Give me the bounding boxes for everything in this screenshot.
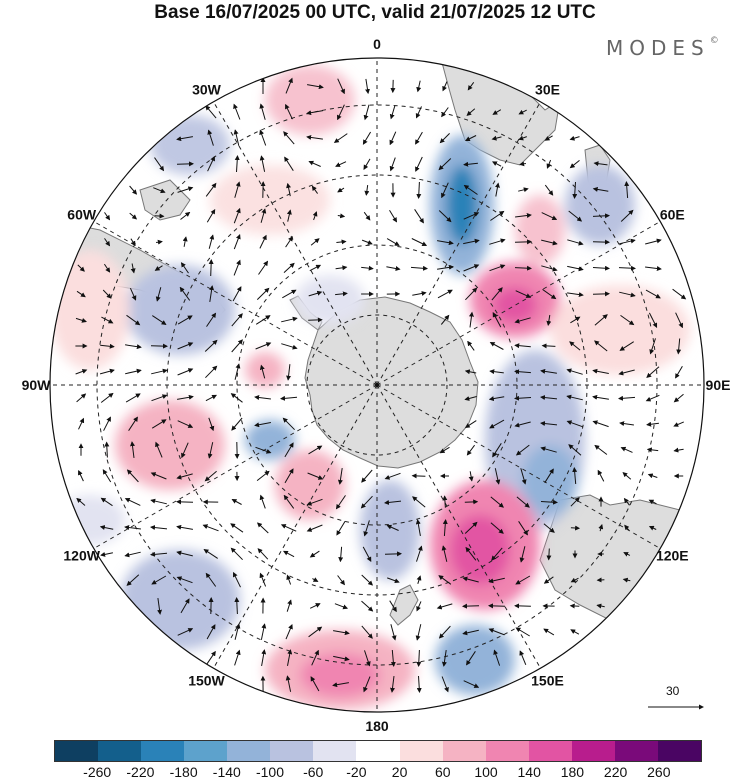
wind-vector xyxy=(515,242,531,243)
colorbar-segment xyxy=(529,741,572,761)
colorbar-tick-label: -140 xyxy=(213,764,241,780)
wind-vector xyxy=(549,549,550,560)
anomaly-pos-05 xyxy=(550,285,690,375)
anomaly-pos-11 xyxy=(50,250,130,370)
anomaly-neg-05 xyxy=(360,480,420,580)
anomaly-neg-04-core xyxy=(522,445,578,515)
colorbar-segment xyxy=(313,741,356,761)
colorbar xyxy=(54,740,702,762)
colorbar-ticks: -260 -220 -180 -140 -100 -60 -20 20 60 100 140 180 2… xyxy=(0,764,750,784)
pole-marker xyxy=(375,383,379,387)
colorbar-tick-label: -100 xyxy=(256,764,284,780)
anomaly-pos-08 xyxy=(115,400,225,490)
colorbar-tick-label: 220 xyxy=(604,764,627,780)
longitude-label-lon-120e: 120E xyxy=(656,548,689,564)
anomaly-neg-03 xyxy=(565,165,635,245)
longitude-label-lon-60e: 60E xyxy=(660,207,685,223)
colorbar-segment xyxy=(356,741,399,761)
colorbar-segment xyxy=(572,741,615,761)
longitude-label-lon-150e: 150E xyxy=(531,672,564,688)
reference-vector-value: 30 xyxy=(666,684,679,698)
colorbar-tick-label: -60 xyxy=(303,764,323,780)
colorbar-tick-label: 260 xyxy=(647,764,670,780)
longitude-label-lon-120w: 120W xyxy=(63,548,100,564)
anomaly-neg-01 xyxy=(150,115,230,175)
colorbar-tick-label: -20 xyxy=(346,764,366,780)
colorbar-tick-label: 20 xyxy=(392,764,408,780)
wind-vector xyxy=(385,554,401,555)
anomaly-neg-06 xyxy=(435,625,515,695)
anomaly-pos-10 xyxy=(245,352,285,388)
colorbar-segment xyxy=(141,741,184,761)
colorbar-segment xyxy=(443,741,486,761)
colorbar-segment xyxy=(615,741,658,761)
colorbar-segment xyxy=(55,741,98,761)
wind-vector xyxy=(571,606,580,607)
longitude-label-lon-60w: 60W xyxy=(67,207,97,223)
colorbar-segment xyxy=(658,741,701,761)
map-disc xyxy=(40,48,720,730)
longitude-label-lon-90w: 90W xyxy=(22,377,52,393)
wind-vector xyxy=(463,606,479,607)
colorbar-tick-label: 60 xyxy=(435,764,451,780)
colorbar-segment xyxy=(486,741,529,761)
longitude-label-lon-180: 180 xyxy=(365,718,389,734)
wind-vector xyxy=(571,528,579,529)
wind-vector xyxy=(593,294,609,295)
colorbar-tick-label: 140 xyxy=(518,764,541,780)
anomaly-neg-07 xyxy=(120,550,240,650)
anomaly-pos-09 xyxy=(275,450,345,520)
anomaly-neg-09 xyxy=(125,265,235,355)
anomaly-pos-01 xyxy=(265,65,355,135)
anomaly-neg-02-core xyxy=(446,165,478,245)
anomaly-neg-11 xyxy=(295,275,365,325)
longitude-label-lon-30e: 30E xyxy=(535,82,560,98)
colorbar-segment xyxy=(184,741,227,761)
wind-vector xyxy=(177,502,193,503)
anomaly-neg-10 xyxy=(55,495,125,545)
colorbar-segment xyxy=(400,741,443,761)
colorbar-tick-label: -180 xyxy=(170,764,198,780)
colorbar-tick-label: -220 xyxy=(126,764,154,780)
longitude-label-lon-0: 0 xyxy=(373,36,381,52)
colorbar-tick-label: -260 xyxy=(83,764,111,780)
wind-vector xyxy=(413,476,426,477)
colorbar-tick-label: 180 xyxy=(561,764,584,780)
colorbar-segment xyxy=(270,741,313,761)
colorbar-segment xyxy=(98,741,141,761)
wind-vector xyxy=(211,260,212,276)
anomaly-pos-02 xyxy=(210,165,330,235)
anomaly-pos-04 xyxy=(515,195,565,265)
longitude-label-lon-150w: 150W xyxy=(188,672,225,688)
wind-vector xyxy=(465,502,477,503)
colorbar-segment xyxy=(227,741,270,761)
colorbar-tick-label: 100 xyxy=(474,764,497,780)
wind-vector xyxy=(489,606,505,607)
longitude-label-lon-90e: 90E xyxy=(706,377,731,393)
anomaly-neg-08 xyxy=(245,420,295,460)
longitude-label-lon-30w: 30W xyxy=(192,82,222,98)
wind-vector xyxy=(155,216,164,217)
